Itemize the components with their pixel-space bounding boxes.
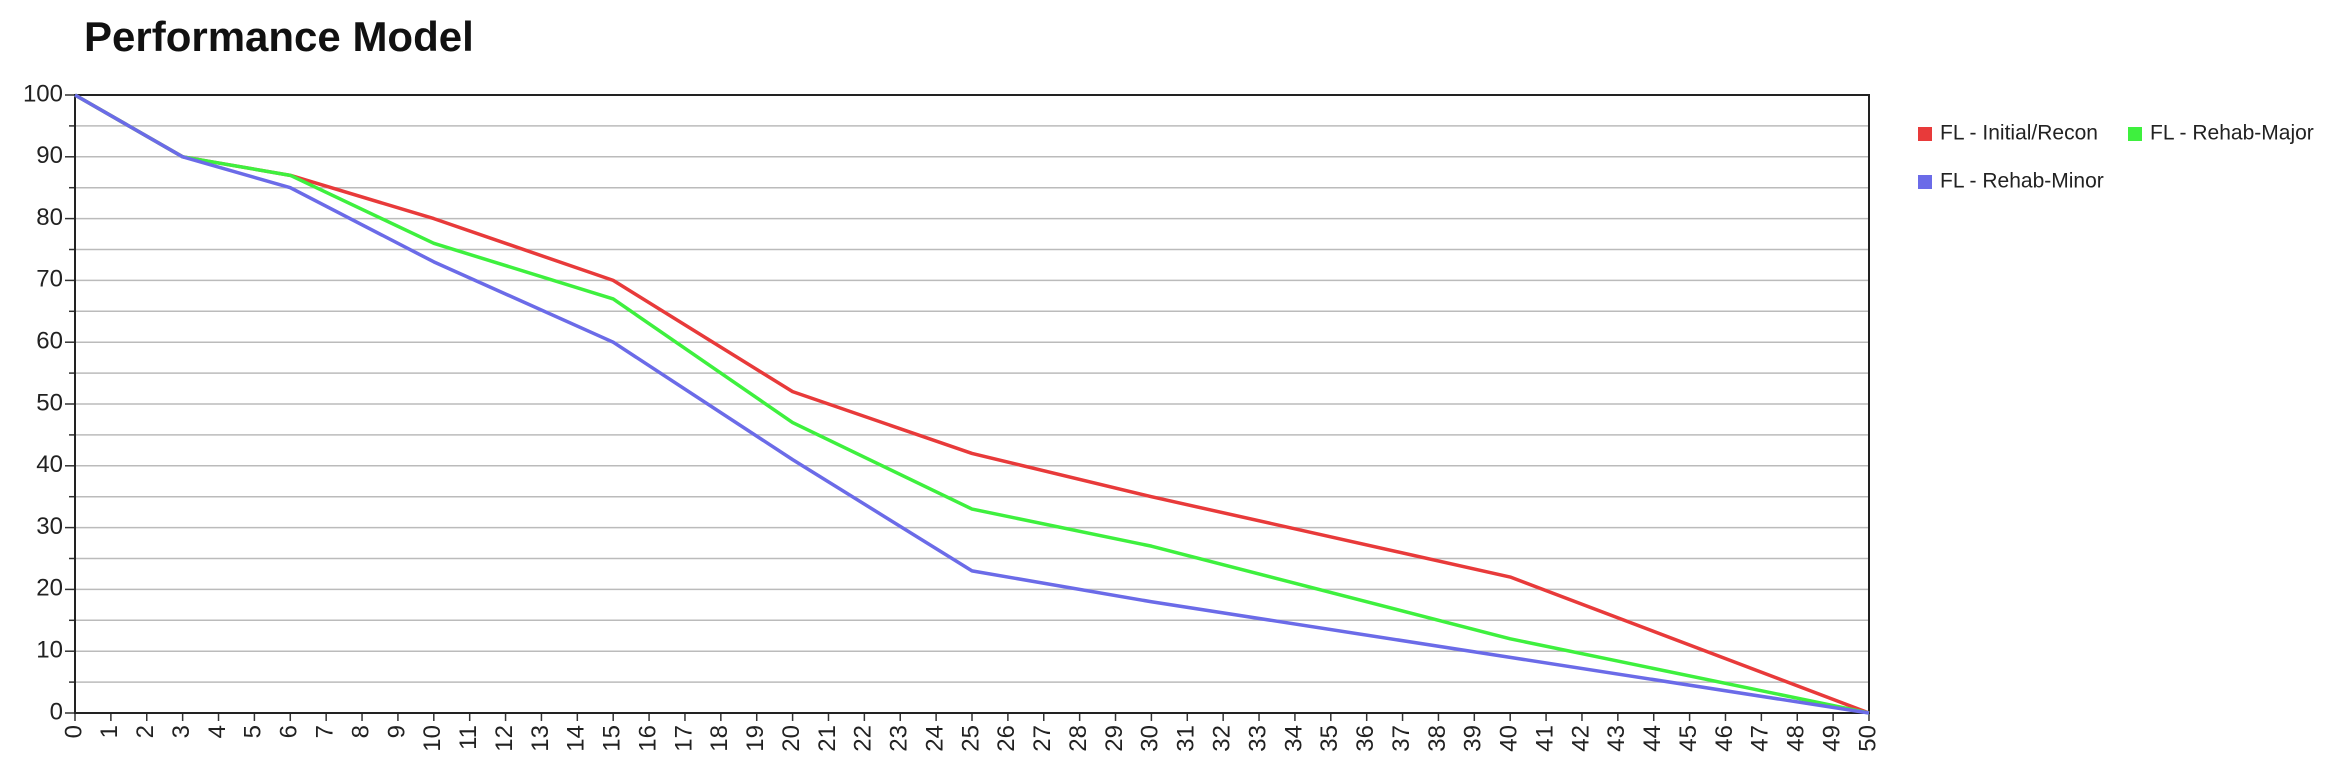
x-tick-label: 18 [706, 725, 733, 752]
y-tick-label: 70 [36, 266, 63, 293]
x-tick-label: 10 [419, 725, 446, 752]
x-tick-label: 24 [921, 725, 948, 752]
x-tick-label: 1 [96, 725, 123, 738]
x-tick-label: 46 [1711, 725, 1738, 752]
x-tick-label: 14 [563, 725, 590, 752]
x-tick-label: 36 [1352, 725, 1379, 752]
plot-border [74, 94, 1870, 714]
x-tick-label: 42 [1567, 725, 1594, 752]
x-tick-label: 30 [1137, 725, 1164, 752]
x-tick-label: 43 [1603, 725, 1630, 752]
y-tick-label: 30 [36, 513, 63, 540]
legend-swatch [2128, 127, 2142, 141]
y-tick-label: 50 [36, 389, 63, 416]
x-tick-label: 48 [1783, 725, 1810, 752]
x-tick-label: 25 [957, 725, 984, 752]
x-tick-label: 27 [1029, 725, 1056, 752]
x-tick-label: 26 [993, 725, 1020, 752]
x-tick-label: 3 [168, 725, 195, 738]
x-tick-label: 23 [886, 725, 913, 752]
x-tick-label: 9 [383, 725, 410, 738]
x-tick-label: 7 [312, 725, 339, 738]
x-tick-label: 32 [1209, 725, 1236, 752]
x-tick-label: 49 [1818, 725, 1845, 752]
x-tick-label: 8 [347, 725, 374, 738]
legend-label: FL - Rehab-Minor [1940, 170, 2104, 193]
x-tick-label: 22 [850, 725, 877, 752]
y-tick-label: 100 [23, 80, 63, 107]
legend-label: FL - Rehab-Major [2150, 122, 2314, 145]
legend-label: FL - Initial/Recon [1940, 122, 2098, 145]
x-tick-label: 38 [1424, 725, 1451, 752]
x-tick-label: 41 [1531, 725, 1558, 752]
x-tick-label: 45 [1675, 725, 1702, 752]
y-tick-label: 0 [50, 698, 63, 725]
x-tick-label: 31 [1173, 725, 1200, 752]
x-tick-label: 16 [634, 725, 661, 752]
legend-swatch [1918, 127, 1932, 141]
x-tick-label: 19 [742, 725, 769, 752]
y-tick-label: 40 [36, 451, 63, 478]
y-tick-label: 10 [36, 637, 63, 664]
x-tick-label: 34 [1280, 725, 1307, 752]
x-tick-label: 4 [204, 725, 231, 738]
x-tick-label: 33 [1244, 725, 1271, 752]
x-tick-label: 15 [599, 725, 626, 752]
y-tick-label: 80 [36, 204, 63, 231]
x-tick-label: 37 [1388, 725, 1415, 752]
x-tick-label: 21 [814, 725, 841, 752]
y-tick-label: 20 [36, 575, 63, 602]
x-tick-label: 0 [60, 725, 87, 738]
x-tick-label: 29 [1101, 725, 1128, 752]
x-tick-label: 17 [670, 725, 697, 752]
x-tick-label: 28 [1065, 725, 1092, 752]
y-tick-label: 90 [36, 142, 63, 169]
x-tick-label: 35 [1316, 725, 1343, 752]
x-tick-label: 13 [527, 725, 554, 752]
line-series [74, 93, 1870, 715]
x-tick-label: 40 [1496, 725, 1523, 752]
chart-title: Performance Model [84, 13, 474, 60]
line-series [74, 93, 1870, 715]
x-tick-label: 47 [1747, 725, 1774, 752]
x-tick-label: 2 [132, 725, 159, 738]
x-tick-label: 6 [276, 725, 303, 738]
x-tick-label: 5 [240, 725, 267, 738]
x-tick-label: 12 [491, 725, 518, 752]
x-tick-label: 50 [1854, 725, 1881, 752]
y-tick-label: 60 [36, 328, 63, 355]
x-tick-label: 11 [455, 725, 482, 750]
legend-swatch [1918, 175, 1932, 189]
x-tick-label: 39 [1460, 725, 1487, 752]
x-tick-label: 44 [1639, 725, 1666, 752]
x-tick-label: 20 [778, 725, 805, 752]
